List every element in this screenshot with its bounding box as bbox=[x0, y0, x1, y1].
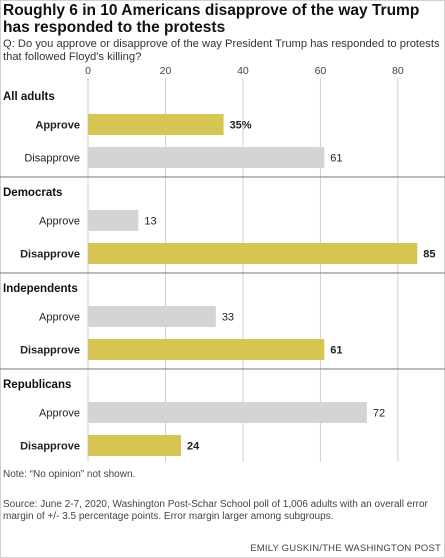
group-label: Independents bbox=[3, 283, 78, 295]
category-label: Disapprove bbox=[24, 153, 80, 165]
source-note: Source: June 2-7, 2020, Washington Post-… bbox=[3, 499, 428, 522]
bar bbox=[88, 435, 181, 456]
category-label: Approve bbox=[39, 408, 80, 420]
bar bbox=[88, 306, 216, 327]
data-label: 24 bbox=[187, 441, 200, 453]
data-label: 72 bbox=[373, 408, 385, 420]
category-label: Approve bbox=[39, 312, 80, 324]
category-label: Disapprove bbox=[20, 441, 80, 453]
group-label: All adults bbox=[3, 91, 55, 103]
bar bbox=[88, 210, 139, 231]
category-label: Disapprove bbox=[20, 249, 80, 261]
category-label: Approve bbox=[39, 216, 80, 228]
category-label: Approve bbox=[35, 120, 80, 132]
x-tick-label: 80 bbox=[392, 65, 404, 77]
bar bbox=[88, 114, 224, 135]
bar bbox=[88, 243, 418, 264]
credit: EMILY GUSKIN/THE WASHINGTON POST bbox=[250, 543, 441, 554]
bar-chart: 0 20 40 60 80 All adults Approve 35% Disapprove 6… bbox=[0, 65, 445, 462]
data-label: 61 bbox=[330, 153, 342, 165]
x-tick-label: 60 bbox=[315, 65, 327, 77]
data-label: 85 bbox=[423, 249, 435, 261]
survey-question: Q: Do you approve or disapprove of the w… bbox=[3, 38, 440, 63]
data-label: 35% bbox=[230, 120, 252, 132]
category-label: Disapprove bbox=[20, 345, 80, 357]
bar bbox=[88, 339, 325, 360]
note: Note: “No opinion” not shown. bbox=[3, 469, 136, 480]
bar bbox=[88, 402, 367, 423]
chart-title: Roughly 6 in 10 Americans disapprove of … bbox=[3, 2, 420, 36]
data-label: 33 bbox=[222, 312, 234, 324]
group-label: Republicans bbox=[3, 379, 71, 391]
x-tick-label: 20 bbox=[160, 65, 172, 77]
x-tick-label: 40 bbox=[237, 65, 249, 77]
bar bbox=[88, 147, 325, 168]
data-label: 13 bbox=[144, 216, 156, 228]
x-tick-label: 0 bbox=[85, 65, 91, 77]
data-label: 61 bbox=[330, 345, 342, 357]
group-label: Democrats bbox=[3, 187, 62, 199]
